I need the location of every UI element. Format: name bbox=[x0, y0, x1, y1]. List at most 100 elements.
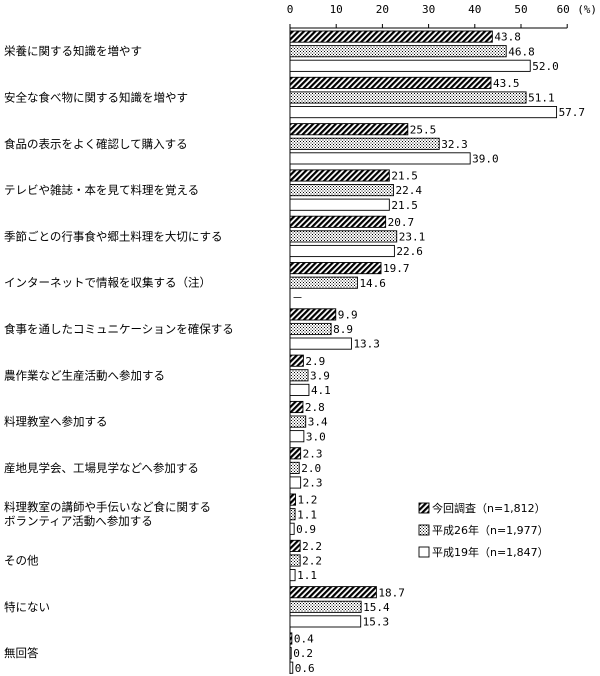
data-label: 20.7 bbox=[388, 216, 415, 229]
legend-entry: 平成19年（n=1,847） bbox=[432, 545, 549, 559]
bar bbox=[289, 447, 302, 460]
data-label: 23.1 bbox=[399, 231, 426, 244]
bar bbox=[289, 615, 362, 628]
data-label: 2.3 bbox=[303, 447, 323, 460]
data-label: 1.1 bbox=[297, 569, 317, 582]
data-label: 52.0 bbox=[532, 60, 559, 73]
bar bbox=[289, 383, 310, 396]
x-tick-label: 50 bbox=[514, 3, 527, 16]
bar bbox=[289, 554, 301, 567]
bar bbox=[289, 632, 293, 645]
data-label: 19.7 bbox=[383, 262, 410, 275]
data-label: 21.5 bbox=[391, 170, 418, 183]
data-label: 2.9 bbox=[305, 355, 325, 368]
data-label: 0.9 bbox=[296, 523, 316, 536]
x-tick-label: 60 bbox=[557, 3, 570, 16]
bar bbox=[289, 354, 304, 367]
bar bbox=[289, 198, 390, 211]
data-label: 2.2 bbox=[302, 540, 322, 553]
bar bbox=[289, 661, 294, 674]
bar bbox=[289, 322, 332, 336]
x-tick-label: 30 bbox=[422, 3, 435, 16]
legend-entry: 今回調査（n=1,812） bbox=[432, 501, 546, 515]
bar bbox=[289, 415, 307, 428]
data-label: 1.2 bbox=[298, 494, 318, 507]
bar bbox=[289, 230, 398, 243]
category-label: 農作業など生産活動へ参加する bbox=[4, 368, 165, 382]
bar bbox=[289, 91, 527, 104]
data-label: 3.9 bbox=[310, 369, 330, 382]
category-label: 料理教室へ参加する bbox=[4, 415, 108, 429]
category-label: 栄養に関する知識を増やす bbox=[4, 44, 142, 58]
data-label: 8.9 bbox=[333, 323, 353, 336]
data-label: － bbox=[292, 291, 303, 304]
category-label: 季節ごとの行事食や郷土料理を大切にする bbox=[4, 229, 223, 243]
data-label: 21.5 bbox=[391, 199, 418, 212]
category-label: テレビや雑誌・本を見て料理を覚える bbox=[4, 183, 199, 197]
data-label: 18.7 bbox=[378, 586, 405, 599]
x-tick-label: 40 bbox=[468, 3, 481, 16]
data-label: 4.1 bbox=[311, 384, 331, 397]
bar bbox=[289, 123, 409, 136]
data-label: 0.4 bbox=[294, 633, 314, 646]
category-label: その他 bbox=[4, 554, 39, 568]
bar bbox=[289, 461, 300, 474]
data-label: 1.1 bbox=[297, 508, 317, 521]
category-label: 特にない bbox=[4, 600, 50, 614]
bar bbox=[289, 59, 531, 72]
data-label: 0.6 bbox=[295, 662, 315, 675]
bar bbox=[289, 522, 295, 535]
bar bbox=[289, 244, 395, 258]
bar bbox=[289, 400, 304, 414]
data-label: 0.2 bbox=[293, 647, 313, 660]
category-label: 食事を通したコミュニケーションを確保する bbox=[4, 322, 234, 336]
category-label: 料理教室の講師や手伝いなど食に関するボランティア活動へ参加する bbox=[4, 500, 211, 528]
bar bbox=[289, 169, 390, 182]
data-label: 39.0 bbox=[472, 153, 499, 166]
data-label: 46.8 bbox=[508, 45, 535, 58]
category-label: 食品の表示をよく確認して購入する bbox=[4, 137, 188, 151]
legend-swatch bbox=[418, 546, 430, 558]
bar bbox=[289, 647, 292, 660]
bar bbox=[289, 586, 377, 599]
bar bbox=[289, 262, 382, 275]
category-label: インターネットで情報を収集する（注） bbox=[4, 276, 211, 290]
bar bbox=[289, 76, 492, 89]
x-tick-label: 20 bbox=[376, 3, 389, 16]
bar bbox=[289, 308, 337, 321]
data-label: 22.6 bbox=[396, 245, 423, 258]
data-label: 3.0 bbox=[306, 430, 326, 443]
bar bbox=[289, 276, 358, 289]
bar bbox=[289, 30, 493, 43]
data-label: 57.7 bbox=[559, 106, 586, 119]
data-label: 43.8 bbox=[494, 31, 520, 44]
legend-swatch bbox=[418, 524, 430, 536]
bar bbox=[289, 508, 296, 521]
bar bbox=[289, 152, 471, 165]
bar bbox=[289, 493, 296, 506]
bar bbox=[289, 369, 309, 382]
legend-entry: 平成26年（n=1,977） bbox=[432, 523, 549, 537]
data-label: 15.4 bbox=[363, 601, 390, 614]
bar bbox=[289, 45, 507, 58]
data-label: 32.3 bbox=[441, 138, 468, 151]
x-tick-label: 10 bbox=[330, 3, 343, 16]
bar bbox=[289, 137, 440, 150]
bar bbox=[289, 337, 352, 350]
unit-label: (%) bbox=[577, 3, 597, 16]
data-label: 2.2 bbox=[302, 555, 322, 568]
data-label: 2.8 bbox=[305, 401, 325, 414]
data-label: 2.0 bbox=[301, 462, 321, 475]
data-label: 3.4 bbox=[308, 416, 328, 429]
category-label: 産地見学会、工場見学などへ参加する bbox=[4, 461, 199, 475]
data-label: 14.6 bbox=[359, 277, 386, 290]
data-label: 22.4 bbox=[395, 184, 422, 197]
data-label: 9.9 bbox=[338, 309, 358, 322]
data-label: 43.5 bbox=[493, 77, 519, 90]
data-label: 25.5 bbox=[410, 123, 437, 136]
category-label: 無回答 bbox=[4, 646, 39, 660]
bar bbox=[289, 430, 305, 443]
x-tick-label: 0 bbox=[287, 3, 294, 16]
legend-swatch bbox=[418, 502, 430, 514]
